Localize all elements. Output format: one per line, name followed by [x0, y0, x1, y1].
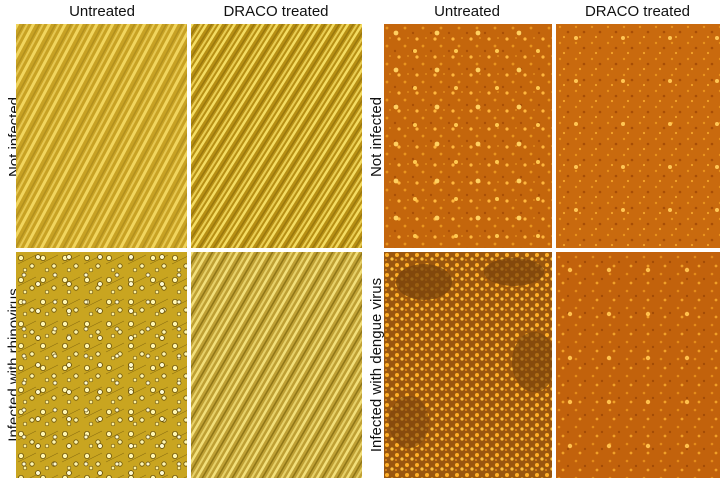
- right-col-draco-label: DRACO treated: [584, 3, 691, 20]
- micrograph-right-draco-dengue: [556, 252, 720, 478]
- micrograph-right-untreated-dengue: [384, 252, 552, 478]
- right-col-untreated-label: Untreated: [434, 3, 500, 20]
- left-col-draco-label: DRACO treated: [223, 3, 329, 20]
- micrograph-left-draco-not-infected: [191, 24, 362, 248]
- micrograph-left-untreated-rhinovirus: [16, 252, 187, 478]
- micrograph-right-untreated-not-infected: [384, 24, 552, 248]
- micrograph-left-untreated-not-infected: [16, 24, 187, 248]
- micrograph-left-draco-rhinovirus: [191, 252, 362, 478]
- micrograph-right-draco-not-infected: [556, 24, 720, 248]
- left-col-untreated-label: Untreated: [69, 3, 135, 20]
